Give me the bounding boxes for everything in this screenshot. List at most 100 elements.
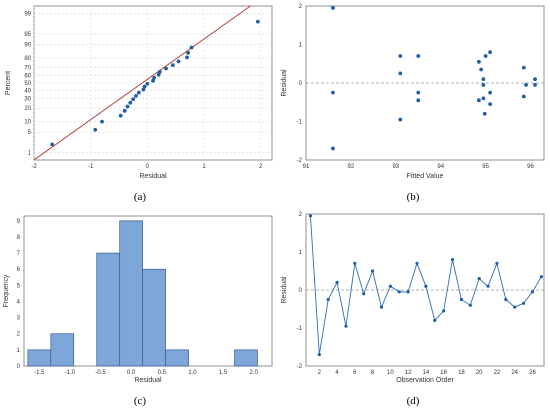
data-point: [416, 98, 421, 103]
y-tick-label: 5: [17, 283, 21, 289]
y-axis-title: Residual: [281, 69, 288, 97]
data-point: [416, 90, 421, 95]
x-tick-label: 1.0: [188, 370, 197, 376]
y-tick-label: 0: [299, 288, 303, 294]
x-axis-title: Residual: [134, 377, 162, 384]
data-point: [145, 81, 150, 86]
data-point: [136, 90, 141, 95]
data-point: [488, 102, 493, 107]
figure-label-a: (a): [134, 191, 147, 203]
data-point: [521, 94, 526, 99]
data-point: [122, 108, 127, 113]
y-tick-label: -2: [297, 158, 303, 164]
data-point: [468, 303, 472, 307]
data-point: [157, 69, 162, 74]
data-point: [141, 87, 146, 92]
data-point: [331, 90, 335, 95]
x-tick-label: 2.0: [249, 370, 258, 376]
x-tick-label: 2: [259, 164, 263, 170]
data-point: [326, 297, 330, 302]
data-point: [521, 65, 526, 70]
y-tick-label: 99: [24, 11, 31, 17]
x-tick-label: 0.5: [158, 370, 167, 376]
data-point: [152, 75, 157, 80]
x-tick-label: 96: [527, 164, 534, 170]
y-axis-title: Frequency: [3, 274, 10, 308]
data-points: [308, 214, 543, 357]
y-tick-label: 1: [17, 348, 21, 354]
data-point: [344, 324, 348, 328]
data-point: [477, 277, 481, 281]
data-point: [416, 54, 421, 58]
y-axis-title: Residual: [281, 276, 288, 304]
residuals-vs-fits-panel: 91 92 93 94 95 96 -2 -1 0 1 2 Fitted Value Residua…: [281, 4, 545, 203]
y-tick-label: 7: [17, 251, 21, 257]
data-point: [415, 261, 419, 265]
x-tick-label: 4: [335, 370, 339, 376]
data-point: [118, 113, 123, 118]
y-tick-label: 2: [299, 4, 303, 10]
x-tick-label: 16: [440, 370, 447, 376]
data-point: [495, 261, 499, 265]
y-tick-label: 2: [17, 332, 21, 338]
data-point: [482, 111, 487, 116]
normal-probability-panel: -2 -1 0 1 2 1 5 10 20 30 40 50 60 70 80 90 95 99 Residual…: [5, 5, 273, 203]
histogram-bars: [27, 220, 258, 367]
y-tick-label: 40: [24, 89, 31, 95]
data-point: [353, 261, 357, 265]
histogram-bar: [142, 268, 166, 367]
x-tick-label: 1.5: [219, 370, 228, 376]
y-tick-label: 90: [24, 43, 31, 49]
histogram-panel: -1.5 -1.0 -0.5 0.0 0.5 1.0 1.5 2.0 0 1 2 3 4 5 6 7 8 9 Re…: [3, 215, 273, 407]
data-point: [335, 280, 339, 284]
y-tick-label: 10: [24, 119, 31, 125]
x-tick-label: -2: [31, 164, 37, 170]
data-point: [185, 55, 189, 60]
data-point: [93, 127, 98, 132]
x-tick-label: 92: [348, 164, 355, 170]
data-points: [50, 19, 260, 147]
data-point: [424, 284, 428, 288]
x-tick-label: 0: [146, 164, 150, 170]
data-point: [134, 94, 138, 98]
data-points: [331, 6, 537, 151]
x-tick-label: 24: [511, 370, 518, 376]
data-point: [170, 63, 175, 68]
x-tick-label: -1.5: [34, 370, 45, 376]
histogram-bar: [165, 349, 189, 367]
y-tick-label: 0: [299, 81, 303, 87]
y-tick-label: 8: [17, 235, 21, 241]
x-tick-label: 20: [476, 370, 483, 376]
x-tick-label: 22: [494, 370, 501, 376]
fit-line: [33, 5, 251, 161]
y-tick-label: -1: [297, 326, 303, 332]
y-tick-label: 50: [24, 81, 31, 87]
y-tick-label: 95: [24, 32, 31, 38]
data-point: [131, 97, 136, 102]
y-tick-label: 3: [17, 316, 21, 322]
data-point: [539, 275, 543, 279]
y-tick-label: 1: [299, 43, 303, 49]
data-point: [189, 45, 194, 50]
x-tick-label: 8: [371, 370, 375, 376]
x-tick-label: 1: [202, 164, 206, 170]
data-point: [524, 83, 528, 87]
data-point: [151, 78, 155, 83]
data-point: [488, 50, 493, 55]
data-point: [504, 297, 508, 302]
data-point: [481, 83, 486, 87]
y-tick-label: 20: [24, 106, 31, 112]
data-point: [397, 290, 401, 294]
data-point: [371, 269, 375, 273]
data-point: [164, 66, 168, 71]
y-tick-label: 80: [24, 56, 31, 62]
data-point: [433, 318, 437, 322]
data-point: [533, 83, 537, 87]
y-tick-label: 60: [24, 73, 31, 79]
data-point: [388, 284, 392, 288]
data-point: [50, 142, 55, 147]
x-tick-label: 95: [482, 164, 489, 170]
